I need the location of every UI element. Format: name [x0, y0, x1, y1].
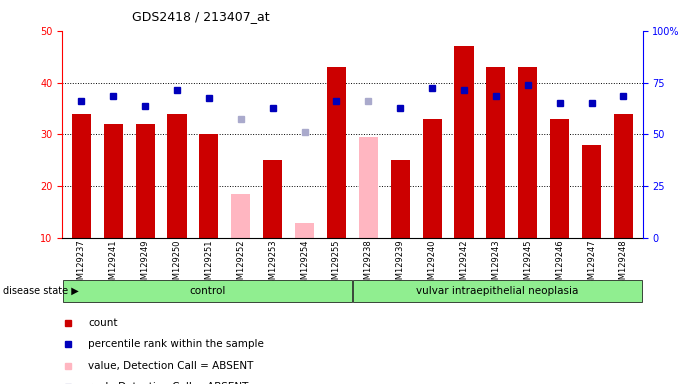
Bar: [72, 114, 91, 238]
Bar: [199, 134, 218, 238]
Bar: [295, 223, 314, 238]
Text: rank, Detection Call = ABSENT: rank, Detection Call = ABSENT: [88, 382, 249, 384]
Bar: [359, 137, 378, 238]
Bar: [104, 124, 123, 238]
Bar: [135, 124, 155, 238]
Bar: [167, 114, 187, 238]
Text: percentile rank within the sample: percentile rank within the sample: [88, 339, 264, 349]
Bar: [263, 161, 282, 238]
Text: vulvar intraepithelial neoplasia: vulvar intraepithelial neoplasia: [417, 286, 578, 296]
Text: GDS2418 / 213407_at: GDS2418 / 213407_at: [132, 10, 269, 23]
Bar: [63, 280, 352, 302]
Bar: [455, 46, 473, 238]
Bar: [582, 145, 601, 238]
Bar: [231, 194, 250, 238]
Text: disease state ▶: disease state ▶: [3, 286, 79, 296]
Text: count: count: [88, 318, 117, 328]
Bar: [614, 114, 633, 238]
Bar: [550, 119, 569, 238]
Bar: [518, 67, 538, 238]
Bar: [423, 119, 442, 238]
Bar: [390, 161, 410, 238]
Text: control: control: [189, 286, 225, 296]
Text: value, Detection Call = ABSENT: value, Detection Call = ABSENT: [88, 361, 254, 371]
Bar: [353, 280, 642, 302]
Bar: [327, 67, 346, 238]
Bar: [486, 67, 506, 238]
